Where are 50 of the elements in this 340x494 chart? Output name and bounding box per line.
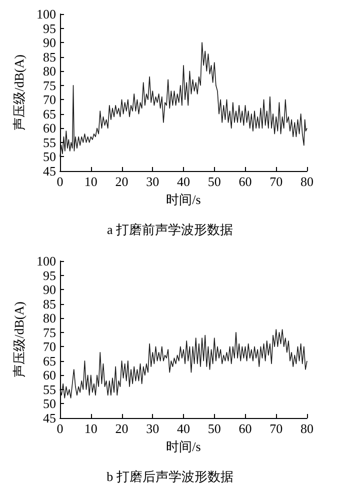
y-tick-label: 95 [43,268,56,283]
x-tick-label: 30 [146,421,160,436]
y-tick-label: 90 [43,282,56,298]
y-tick-label: 65 [43,106,56,122]
x-tick-label: 10 [84,421,98,436]
x-tick-label: 10 [84,174,98,189]
y-tick-label: 45 [43,410,56,426]
y-tick-label: 100 [36,254,56,268]
x-tick-label: 80 [300,421,314,436]
x-tick-label: 40 [177,421,190,436]
y-tick-label: 45 [43,164,56,178]
y-tick-label: 75 [43,324,56,340]
x-tick-label: 60 [238,174,252,189]
y-tick-label: 85 [43,296,56,312]
y-tick-label: 50 [43,396,56,412]
y-tick-label: 95 [43,20,56,36]
y-tick-label: 80 [43,64,56,79]
x-tick-label: 70 [270,421,283,436]
y-tick-label: 70 [43,92,56,108]
y-tick-label: 55 [43,134,56,150]
y-tick-label: 75 [43,78,56,93]
x-tick-label: 60 [238,421,252,436]
x-tick-label: 20 [115,421,128,436]
x-tick-label: 40 [177,174,190,189]
y-tick-label: 100 [36,6,56,22]
y-tick-label: 90 [43,35,56,50]
y-tick-label: 70 [43,339,56,354]
text: a 打磨前声学波形数据 [106,222,234,237]
x-tick-label: 50 [208,421,221,436]
x-tick-label: 20 [115,174,128,189]
y-tick-label: 55 [43,382,56,397]
x-axis-title: 时间/s [166,192,201,207]
x-tick-label: 0 [56,421,64,436]
y-tick-label: 80 [43,310,56,326]
line-series [60,329,308,398]
x-tick-label: 50 [208,174,221,189]
y-tick-label: 60 [43,120,56,136]
x-tick-label: 70 [270,174,283,189]
text: b 打磨后声学波形数据 [106,469,234,484]
y-axis-title: 声压级/dB(A) [12,302,27,378]
x-tick-label: 80 [300,174,314,189]
y-tick-label: 85 [43,49,56,64]
x-tick-label: 0 [56,174,64,189]
x-tick-label: 30 [146,174,160,189]
y-tick-label: 65 [43,353,56,368]
y-tick-label: 50 [43,149,56,164]
line-series [60,42,308,158]
y-tick-label: 60 [43,368,56,383]
y-axis-title: 声压级/dB(A) [12,54,27,130]
x-axis-title: 时间/s [166,439,201,454]
